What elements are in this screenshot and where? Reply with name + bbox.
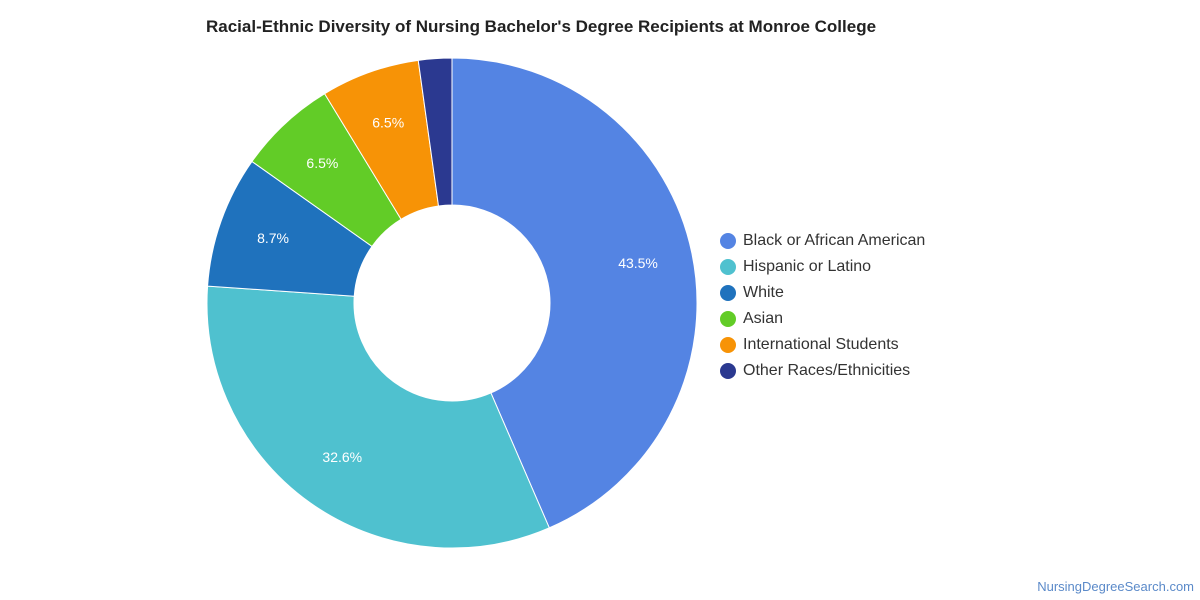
slice-hispanic-or-latino[interactable] [206,285,550,549]
legend-label: White [743,284,784,301]
legend-label: Other Races/Ethnicities [743,362,911,379]
slice-label: 32.6% [322,449,362,465]
legend-swatch [720,337,736,353]
legend: Black or African American Hispanic or Lat… [720,228,925,384]
legend-label: International Students [743,336,899,353]
legend-item[interactable]: Asian [720,306,925,332]
legend-item[interactable]: Hispanic or Latino [720,254,925,280]
legend-label: Hispanic or Latino [743,258,872,275]
legend-swatch [720,259,736,275]
legend-label: Black or African American [743,232,926,249]
footer-source[interactable]: NursingDegreeSearch.com [1037,579,1194,594]
slice-other-races-ethnicities[interactable] [417,57,453,207]
legend-item[interactable]: Black or African American [720,228,925,254]
slice-label: 43.5% [618,255,658,271]
chart-title: Racial-Ethnic Diversity of Nursing Bache… [206,17,877,36]
slice-label: 8.7% [257,230,289,246]
slice-black-or-african-american[interactable] [451,57,698,529]
legend-label: Asian [743,310,784,327]
legend-swatch [720,233,736,249]
legend-swatch [720,363,736,379]
legend-swatch [720,285,736,301]
slice-label: 6.5% [306,155,338,171]
legend-item[interactable]: White [720,280,925,306]
slice-label: 6.5% [372,115,404,131]
legend-swatch [720,311,736,327]
legend-item[interactable]: International Students [720,332,925,358]
legend-item[interactable]: Other Races/Ethnicities [720,358,925,384]
